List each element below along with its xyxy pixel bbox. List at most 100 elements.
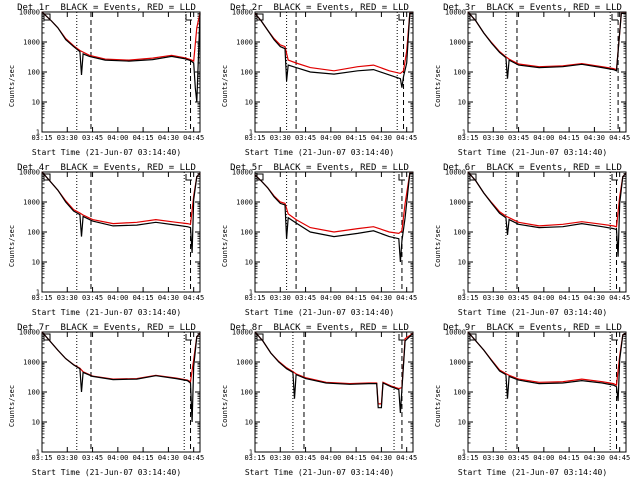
corner-mark (398, 174, 405, 181)
corner-mark (611, 334, 618, 341)
x-tick-label: 04:15 (559, 294, 580, 302)
x-tick-label: 03:45 (82, 454, 103, 462)
detector-panel: 1 10 100 1000 10000 03:15 03:30 03:45 04:00 04:15… (0, 320, 213, 480)
series-line-lld (41, 11, 201, 63)
y-tick-label: 1000 (236, 39, 253, 47)
x-tick-label: 03:45 (82, 294, 103, 302)
series-line-events (41, 171, 201, 254)
y-tick-label: 1000 (449, 359, 466, 367)
x-tick-label: 03:15 (244, 134, 265, 142)
y-tick-label: 1000 (23, 39, 40, 47)
corner-mark (469, 333, 477, 341)
x-tick-label: 04:15 (559, 134, 580, 142)
plot-frame (41, 11, 201, 133)
detector-panel: 1 10 100 1000 10000 03:15 03:30 03:45 04:00 04:15… (0, 0, 213, 160)
y-axis-label: Counts/sec (8, 224, 16, 268)
x-tick-label: 03:15 (31, 134, 52, 142)
detector-panel: 1 10 100 1000 10000 03:15 03:30 03:45 04:00 04:15… (426, 0, 639, 160)
y-tick-label: 100 (27, 389, 40, 397)
y-tick-label: 10000 (232, 169, 253, 177)
x-tick-label: 04:15 (133, 134, 154, 142)
x-tick-label: 03:30 (270, 134, 291, 142)
y-axis-label: Counts/sec (434, 64, 442, 108)
y-tick-label: 10000 (232, 329, 253, 337)
x-tick-label: 04:15 (559, 454, 580, 462)
x-axis-label: Start Time (21-Jun-07 03:14:40) (457, 148, 608, 157)
corner-mark (185, 14, 192, 21)
plot-frame (41, 171, 201, 293)
x-axis-label: Start Time (21-Jun-07 03:14:40) (31, 148, 182, 157)
panel-title: Det 1r BLACK = Events, RED = LLD (17, 3, 196, 13)
corner-mark (43, 333, 51, 341)
x-tick-label: 04:15 (346, 454, 367, 462)
x-tick-label: 03:45 (508, 454, 529, 462)
plot-frame (467, 171, 627, 293)
corner-mark (185, 334, 192, 341)
y-tick-label: 1000 (449, 199, 466, 207)
x-tick-label: 03:15 (31, 454, 52, 462)
x-tick-label: 04:15 (133, 294, 154, 302)
corner-mark (256, 173, 264, 181)
x-axis-label: Start Time (21-Jun-07 03:14:40) (244, 308, 395, 317)
x-tick-label: 03:15 (244, 454, 265, 462)
x-tick-label: 03:15 (31, 294, 52, 302)
x-tick-label: 04:45 (609, 454, 630, 462)
y-tick-label: 10000 (232, 9, 253, 17)
x-tick-label: 04:00 (107, 294, 128, 302)
chart-svg: 1 10 100 1000 10000 03:15 03:30 03:45 04:00 04:15… (232, 169, 417, 303)
y-tick-label: 1 (249, 289, 253, 297)
corner-mark (611, 174, 618, 181)
series-line-lld (41, 331, 201, 383)
x-tick-label: 04:45 (396, 454, 417, 462)
x-tick-label: 04:45 (183, 294, 204, 302)
corner-mark (469, 13, 477, 21)
y-tick-label: 10000 (19, 169, 40, 177)
x-tick-label: 03:30 (483, 294, 504, 302)
y-tick-label: 10 (458, 419, 466, 427)
y-tick-label: 10 (458, 99, 466, 107)
y-axis-label: Counts/sec (221, 384, 229, 428)
y-axis-label: Counts/sec (434, 224, 442, 268)
x-tick-label: 04:00 (107, 454, 128, 462)
y-tick-label: 1000 (236, 199, 253, 207)
y-tick-label: 10 (32, 419, 40, 427)
x-axis-label: Start Time (21-Jun-07 03:14:40) (244, 148, 395, 157)
chart-svg: 1 10 100 1000 10000 03:15 03:30 03:45 04:00 04:15… (232, 329, 417, 463)
y-tick-label: 1 (249, 129, 253, 137)
series-line-lld (41, 171, 201, 226)
x-tick-label: 04:30 (158, 454, 179, 462)
series-line-lld (467, 331, 627, 387)
y-tick-label: 100 (453, 229, 466, 237)
series-line-lld (254, 172, 413, 235)
chart-svg: 1 10 100 1000 10000 03:15 03:30 03:45 04:00 04:15… (19, 169, 204, 303)
panel-title: Det 3r BLACK = Events, RED = LLD (443, 3, 622, 13)
series-line-events (41, 11, 201, 103)
y-tick-label: 100 (27, 229, 40, 237)
x-tick-label: 04:30 (584, 454, 605, 462)
x-tick-label: 04:30 (584, 134, 605, 142)
y-tick-label: 1000 (23, 199, 40, 207)
y-tick-label: 10 (458, 259, 466, 267)
x-tick-label: 04:30 (158, 134, 179, 142)
x-tick-label: 04:45 (183, 134, 204, 142)
x-tick-label: 04:00 (320, 294, 341, 302)
y-tick-label: 1 (462, 129, 466, 137)
x-tick-label: 04:15 (346, 134, 367, 142)
corner-mark (398, 14, 405, 21)
panel-title: Det 9r BLACK = Events, RED = LLD (443, 323, 622, 333)
x-tick-label: 03:45 (508, 294, 529, 302)
y-axis-label: Counts/sec (221, 224, 229, 268)
x-tick-label: 03:30 (57, 294, 78, 302)
plot-frame (254, 331, 414, 453)
y-tick-label: 10 (245, 419, 253, 427)
y-tick-label: 100 (27, 69, 40, 77)
x-tick-label: 04:30 (371, 454, 392, 462)
x-tick-label: 03:15 (457, 134, 478, 142)
panel-title: Det 6r BLACK = Events, RED = LLD (443, 163, 622, 173)
panel-title: Det 7r BLACK = Events, RED = LLD (17, 323, 196, 333)
series-line-lld (254, 12, 413, 75)
panel-title: Det 8r BLACK = Events, RED = LLD (230, 323, 409, 333)
panel-title: Det 5r BLACK = Events, RED = LLD (230, 163, 409, 173)
x-axis-label: Start Time (21-Jun-07 03:14:40) (457, 308, 608, 317)
